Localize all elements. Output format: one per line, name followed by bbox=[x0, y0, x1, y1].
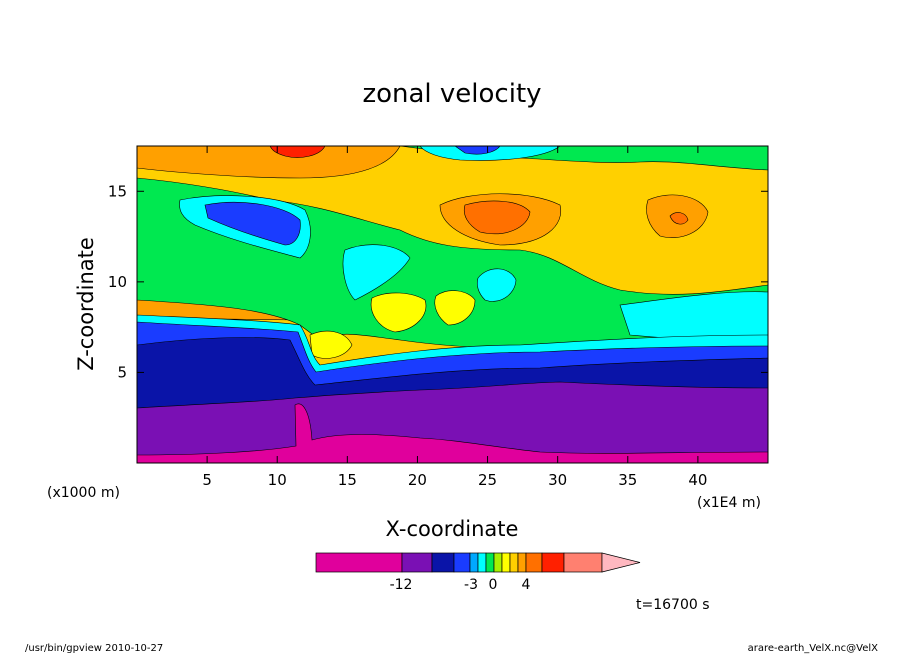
x-tick-label: 35 bbox=[618, 471, 637, 489]
colorbar-segment bbox=[315, 552, 403, 573]
y-tick-label: 15 bbox=[108, 182, 127, 200]
x-tick-label: 10 bbox=[268, 471, 287, 489]
orange-band-top bbox=[137, 146, 401, 179]
y-axis-label: Z-coordinate bbox=[74, 237, 98, 371]
velocity-field bbox=[137, 146, 768, 463]
colorbar-arrow bbox=[601, 552, 641, 573]
x-tick-label: 40 bbox=[688, 471, 707, 489]
x-unit-left: (x1000 m) bbox=[47, 485, 120, 501]
purple-layer bbox=[137, 381, 768, 463]
colorbar-segment bbox=[431, 552, 455, 573]
y-tick-label: 10 bbox=[108, 273, 127, 291]
blue-upper-left bbox=[204, 201, 301, 246]
colorbar-segment bbox=[485, 552, 495, 573]
orange-right-core-b bbox=[669, 212, 689, 225]
colorbar-segment bbox=[493, 552, 503, 573]
x-tick-label: 5 bbox=[202, 471, 212, 489]
colorbar-label-1: -12 bbox=[390, 577, 413, 593]
colorbar-label-3: 0 bbox=[489, 577, 498, 593]
chart-title: zonal velocity bbox=[362, 79, 541, 109]
x-axis: 5 10 15 20 25 30 35 40 bbox=[202, 146, 707, 489]
cyan-top bbox=[419, 146, 561, 161]
red-patch-top bbox=[269, 146, 326, 158]
colorbar-segment bbox=[469, 552, 479, 573]
colorbar bbox=[315, 552, 641, 573]
x-tick-label: 20 bbox=[408, 471, 427, 489]
y-axis: 5 10 15 bbox=[108, 182, 768, 381]
colorbar-labels: -12 -3 0 4 bbox=[390, 577, 531, 593]
colorbar-segment bbox=[509, 552, 519, 573]
cyan-center bbox=[342, 244, 411, 301]
footer-right: arare-earth_VelX.nc@VelX bbox=[748, 643, 879, 654]
colorbar-segment bbox=[517, 552, 527, 573]
colorbar-label-4: 4 bbox=[522, 577, 531, 593]
time-label: t=16700 s bbox=[636, 597, 710, 613]
orange-right-core bbox=[463, 200, 531, 235]
colorbar-label-2: -3 bbox=[464, 577, 478, 593]
magenta-layer bbox=[137, 403, 768, 463]
x-axis-label: X-coordinate bbox=[386, 517, 519, 541]
yellow-low bbox=[309, 330, 353, 359]
colorbar-segment bbox=[453, 552, 471, 573]
x-tick-label: 30 bbox=[548, 471, 567, 489]
cyan-round bbox=[476, 268, 517, 302]
colorbar-segment bbox=[563, 552, 603, 573]
colorbar-segment bbox=[501, 552, 511, 573]
colorbar-segment bbox=[477, 552, 487, 573]
colorbar-segment bbox=[525, 552, 543, 573]
colorbar-segment bbox=[401, 552, 433, 573]
footer-left: /usr/bin/gpview 2010-10-27 bbox=[25, 643, 163, 654]
x-tick-label: 15 bbox=[338, 471, 357, 489]
y-tick-label: 5 bbox=[117, 363, 127, 381]
colorbar-segment bbox=[541, 552, 565, 573]
plot-frame bbox=[136, 145, 769, 464]
yellow-center-a bbox=[370, 292, 427, 333]
x-tick-label: 25 bbox=[478, 471, 497, 489]
x-unit-right: (x1E4 m) bbox=[697, 495, 761, 511]
yellow-center-b bbox=[434, 290, 476, 326]
